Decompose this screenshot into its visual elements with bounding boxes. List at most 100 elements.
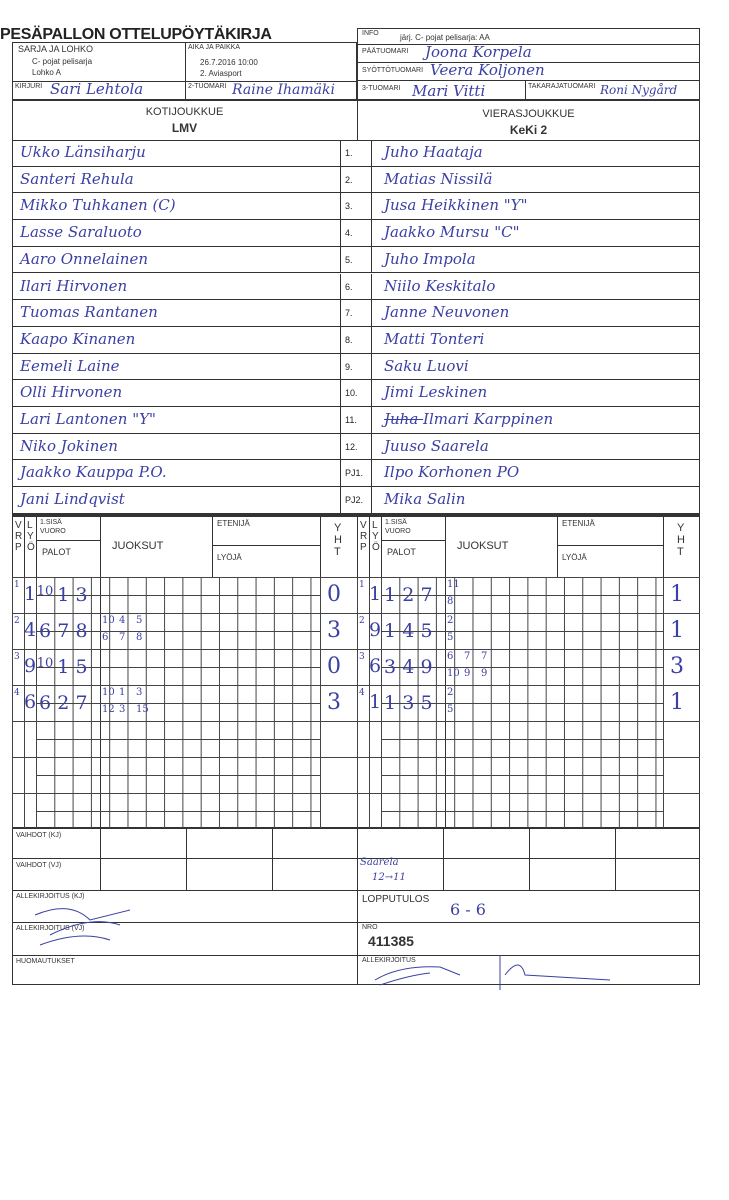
divider <box>525 80 526 100</box>
out-value: 1 <box>383 692 397 714</box>
pitch-umpire-name: Veera Koljonen <box>430 61 545 79</box>
out-value: 4 <box>402 656 415 678</box>
out-value: 9 <box>420 656 433 678</box>
player-row: PJ1. Jaakko Kauppa P.O. Ilpo Korhonen PO <box>12 460 700 488</box>
away-player-name: Niilo Keskitalo <box>384 276 496 295</box>
etenija-header: ETENIJÄ <box>217 519 250 528</box>
player-number: 9. <box>340 353 372 380</box>
divider <box>12 858 700 859</box>
divider <box>12 922 700 923</box>
player-row: 1. Ukko Länsiharju Juho Haataja <box>12 140 700 167</box>
subs-divider <box>443 828 444 890</box>
inning-grid <box>12 577 36 828</box>
inning-total: 1 <box>670 690 684 715</box>
out-value: 10 <box>36 584 54 599</box>
place-value: 2. Aviasport <box>200 69 242 78</box>
runner-value: 2 <box>447 687 454 698</box>
subs-home-label: VAIHDOT (KJ) <box>16 832 62 839</box>
back-umpire-name: Roni Nygård <box>600 83 678 97</box>
vrp-header: V R P <box>15 520 23 553</box>
batter-value: 6 <box>102 632 109 643</box>
away-player-name: Juho Haataja <box>384 143 483 161</box>
header-divider <box>212 515 213 577</box>
runner-value: 5 <box>136 615 143 626</box>
info-value: järj. C- pojat pelisarja: AA <box>400 33 490 42</box>
lineup-box <box>12 100 700 515</box>
home-player-name: Jani Lindqvist <box>20 490 125 509</box>
palot-header: PALOT <box>42 547 71 557</box>
home-player-name: Niko Jokinen <box>20 436 118 455</box>
batter-value: 5 <box>447 704 454 715</box>
lyo-header: L Y Ö <box>372 520 380 553</box>
back-umpire-label: TAKARAJATUOMARI <box>528 83 596 90</box>
time-value: 26.7.2016 10:00 <box>200 58 258 67</box>
juoksut-header: JUOKSUT <box>457 540 509 552</box>
nro-label: NRO <box>362 924 378 931</box>
lyoja-header: LYÖJÄ <box>217 553 242 562</box>
player-number: 3. <box>340 193 372 220</box>
umpire2-label: 2-TUOMARI <box>188 83 227 90</box>
inning-total: 0 <box>327 582 341 607</box>
umpire3-name: Mari Vitti <box>412 82 486 100</box>
juoksut-header: JUOKSUT <box>112 540 164 552</box>
first-batter: 9 <box>369 619 382 641</box>
umpire2-name: Raine Ihamäki <box>232 82 335 98</box>
divider <box>357 62 700 63</box>
away-player-name: Ilpo Korhonen PO <box>384 463 520 482</box>
match-info-box <box>12 42 357 100</box>
subs-divider <box>529 828 530 890</box>
inning-number: 4 <box>14 688 20 698</box>
home-player-name: Eemeli Laine <box>20 356 120 375</box>
inning-total: 3 <box>670 654 684 679</box>
home-player-name: Lasse Saraluoto <box>20 223 142 242</box>
subs-divider <box>615 828 616 890</box>
player-number: 8. <box>340 326 372 353</box>
lyo-header: L Y Ö <box>27 520 35 553</box>
struck-name: Juha <box>384 410 424 428</box>
subs-divider <box>100 828 101 890</box>
header-divider <box>212 545 320 546</box>
out-value: 7 <box>75 692 88 714</box>
inning-total: 0 <box>327 654 341 679</box>
subs-divider <box>186 828 187 890</box>
divider <box>357 828 358 985</box>
subs-divider <box>272 828 273 890</box>
runner-value: 10 <box>102 615 115 626</box>
player-row: 5. Aaro Onnelainen Juho Impola <box>12 246 700 274</box>
out-value: 5 <box>420 692 433 714</box>
final-score-label: LOPPUTULOS <box>362 894 430 905</box>
first-batter: 4 <box>24 619 37 641</box>
notes-label: HUOMAUTUKSET <box>16 958 75 965</box>
away-player-name: Saku Luovi <box>384 356 469 375</box>
runner-value: 1 <box>119 687 126 698</box>
home-player-name: Santeri Rehula <box>20 169 134 188</box>
player-number: PJ2. <box>340 487 372 513</box>
divider <box>357 80 700 81</box>
player-number: 1. <box>340 140 372 166</box>
out-value: 1 <box>57 656 70 678</box>
first-batter: 6 <box>24 691 37 713</box>
first-batter: 9 <box>24 655 37 677</box>
group-value: Lohko A <box>32 68 61 77</box>
first-batter: 1 <box>369 583 382 605</box>
home-player-name: Olli Hirvonen <box>20 383 123 402</box>
inning-number: 4 <box>359 688 365 698</box>
runs-grid <box>381 577 663 828</box>
first-inning-header: 1.SISÄ VUORO <box>40 519 66 535</box>
out-value: 7 <box>420 584 433 606</box>
home-player-name: Tuomas Rantanen <box>20 303 158 322</box>
total-grid <box>663 577 700 828</box>
away-label: VIERASJOUKKUE <box>482 108 575 120</box>
out-value: 1 <box>383 620 397 642</box>
lyoja-header: LYÖJÄ <box>562 553 587 562</box>
out-value: 3 <box>402 692 415 714</box>
batter-value: 12 <box>102 704 115 715</box>
player-row: 7. Tuomas Rantanen Janne Neuvonen <box>12 300 700 327</box>
first-batter: 6 <box>369 655 382 677</box>
runner-value: 7 <box>481 651 488 662</box>
batter-value: 5 <box>447 632 454 643</box>
home-player-name: Ilari Hirvonen <box>20 276 128 295</box>
away-player-name: Matias Nissilä <box>384 169 493 188</box>
scorer-name: Sari Lehtola <box>50 80 144 98</box>
total-grid <box>320 577 357 828</box>
